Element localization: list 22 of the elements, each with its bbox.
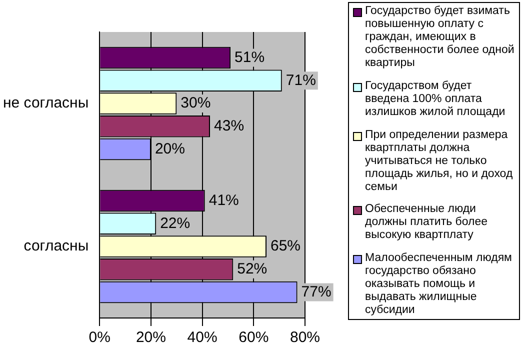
- y-tick-label: согласны: [24, 238, 89, 255]
- legend-label: При определении размера квартплаты должна учитываться не только площадь жилья, но и доход семьи: [365, 128, 514, 194]
- x-tick-label: 40%: [187, 329, 218, 346]
- data-label: 41%: [208, 192, 239, 209]
- data-label: 51%: [234, 48, 265, 66]
- data-label: 20%: [154, 140, 185, 158]
- y-tick-label: не согласны: [2, 94, 89, 112]
- data-label: 71%: [286, 72, 316, 89]
- x-tick-label: 80%: [290, 329, 320, 346]
- legend-label: Обеспеченные люди должны платить более высокую квартплату: [365, 203, 489, 242]
- x-tick-label: 20%: [136, 329, 166, 346]
- legend-label: Государство будет взимать повышенную оплату с граждан, имеющих в собственности более одной квартиры: [365, 5, 516, 70]
- legend-label: Государством будет введена 100% оплата излишков жилой площади: [365, 80, 506, 119]
- x-tick-label: 0%: [88, 329, 110, 346]
- data-label: 30%: [180, 94, 211, 112]
- legend-label: Малообеспеченным людям государство обязано оказывать помощь и выдавать жилищные субсидии: [365, 252, 513, 317]
- data-label: 77%: [301, 283, 332, 300]
- data-label: 52%: [237, 260, 268, 278]
- data-label: 65%: [270, 238, 301, 255]
- data-label: 43%: [214, 118, 244, 135]
- x-tick-label: 60%: [238, 329, 269, 346]
- data-label: 22%: [160, 214, 190, 232]
